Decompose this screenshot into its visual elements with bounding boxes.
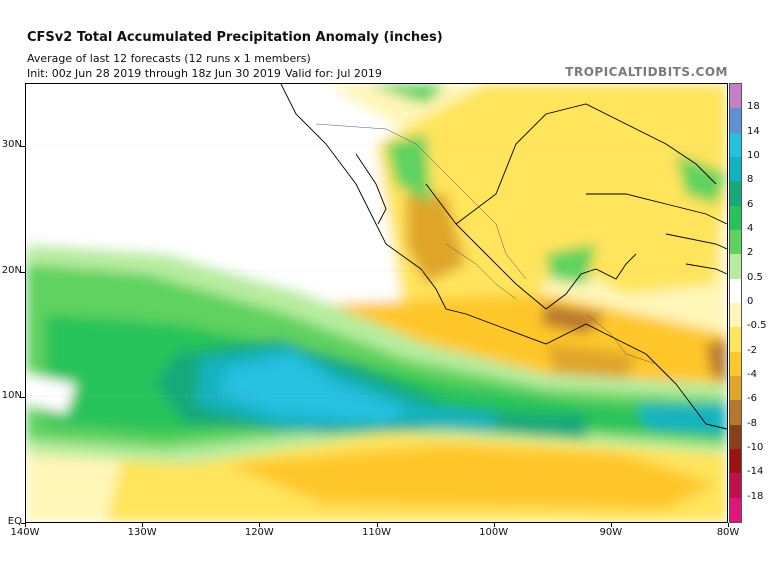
colorbar-segment bbox=[730, 84, 741, 109]
lon-label: 130W bbox=[127, 527, 157, 538]
colorbar-segment bbox=[730, 132, 741, 158]
colorbar bbox=[729, 83, 742, 523]
colorbar-label: -6 bbox=[747, 393, 757, 405]
colorbar-segment bbox=[730, 424, 741, 450]
colorbar-label: -10 bbox=[747, 442, 764, 453]
lat-tick bbox=[21, 145, 25, 147]
lon-label: 110W bbox=[362, 527, 391, 538]
lon-label: 120W bbox=[244, 527, 274, 538]
colorbar-label: -18 bbox=[747, 490, 764, 502]
lon-tick bbox=[376, 523, 378, 527]
lon-tick bbox=[493, 523, 495, 527]
colorbar-label: 14 bbox=[747, 125, 760, 137]
colorbar-segment bbox=[730, 400, 741, 426]
colorbar-segment bbox=[730, 157, 741, 182]
lat-label: 30N bbox=[1, 138, 22, 150]
map-title: CFSv2 Total Accumulated Precipitation An… bbox=[27, 30, 443, 45]
lon-tick bbox=[25, 523, 26, 527]
coastlines bbox=[280, 84, 727, 430]
lon-label: 140W bbox=[10, 527, 40, 538]
lon-label: 90W bbox=[599, 527, 623, 538]
colorbar-segment bbox=[730, 473, 741, 499]
lat-label: 10N bbox=[1, 390, 22, 402]
site-credit[interactable]: TROPICALTIDBITS.COM bbox=[565, 65, 728, 79]
colorbar-segment bbox=[730, 254, 741, 280]
precip-anomaly-map bbox=[25, 83, 728, 523]
valid-time: Valid for: Jul 2019 bbox=[285, 67, 382, 80]
lon-label: 100W bbox=[479, 527, 509, 538]
colorbar-label: 0.5 bbox=[747, 271, 763, 283]
colorbar-label: 0 bbox=[747, 296, 754, 307]
anomaly-field bbox=[26, 84, 727, 522]
colorbar-segment bbox=[730, 303, 741, 328]
colorbar-label: -4 bbox=[747, 369, 757, 380]
colorbar-segment bbox=[730, 181, 741, 207]
colorbar-segment bbox=[730, 351, 741, 377]
colorbar-segment bbox=[730, 376, 741, 401]
lat-tick bbox=[21, 271, 25, 273]
colorbar-label: 2 bbox=[747, 247, 754, 259]
colorbar-segment bbox=[730, 449, 741, 474]
colorbar-label: -14 bbox=[747, 466, 764, 478]
lon-tick bbox=[259, 523, 261, 527]
map-subtitle: Average of last 12 forecasts (12 runs x … bbox=[27, 52, 311, 65]
lat-label: EQ bbox=[7, 516, 22, 527]
colorbar-label: 18 bbox=[747, 101, 760, 113]
colorbar-segment bbox=[730, 230, 741, 255]
colorbar-label: 4 bbox=[747, 223, 754, 234]
lon-tick bbox=[728, 523, 729, 527]
colorbar-label: 10 bbox=[747, 150, 760, 161]
lat-label: 20N bbox=[1, 264, 22, 276]
graticule bbox=[26, 145, 727, 397]
colorbar-label: -0.5 bbox=[747, 320, 767, 332]
colorbar-label: -2 bbox=[747, 344, 757, 356]
colorbar-label: -8 bbox=[747, 417, 757, 429]
lat-tick bbox=[21, 523, 25, 524]
colorbar-segment bbox=[730, 278, 741, 304]
colorbar-segment bbox=[730, 497, 741, 523]
lat-tick bbox=[21, 397, 25, 399]
colorbar-segment bbox=[730, 108, 741, 134]
colorbar-segment bbox=[730, 327, 741, 353]
lon-tick bbox=[610, 523, 612, 527]
init-time: Init: 00z Jun 28 2019 through 18z Jun 30… bbox=[27, 67, 281, 80]
lon-tick bbox=[142, 523, 144, 527]
political-borders bbox=[315, 123, 657, 365]
colorbar-label: 8 bbox=[747, 174, 754, 186]
colorbar-label: 6 bbox=[747, 198, 754, 210]
lon-label: 80W bbox=[716, 527, 740, 538]
colorbar-segment bbox=[730, 205, 741, 231]
